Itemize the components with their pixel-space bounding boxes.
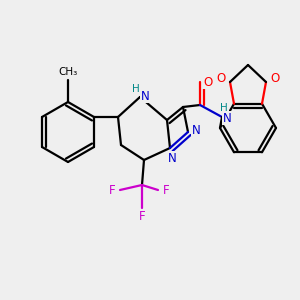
Text: F: F	[163, 184, 169, 196]
Text: H: H	[132, 84, 140, 94]
Text: O: O	[216, 71, 226, 85]
Text: N: N	[223, 112, 231, 124]
Text: H: H	[220, 103, 228, 113]
Text: O: O	[203, 76, 213, 88]
Text: F: F	[139, 211, 145, 224]
Text: N: N	[192, 124, 200, 136]
Text: N: N	[141, 89, 149, 103]
Text: F: F	[109, 184, 115, 196]
Text: CH₃: CH₃	[58, 67, 78, 77]
Text: O: O	[270, 71, 280, 85]
Text: N: N	[168, 152, 176, 164]
